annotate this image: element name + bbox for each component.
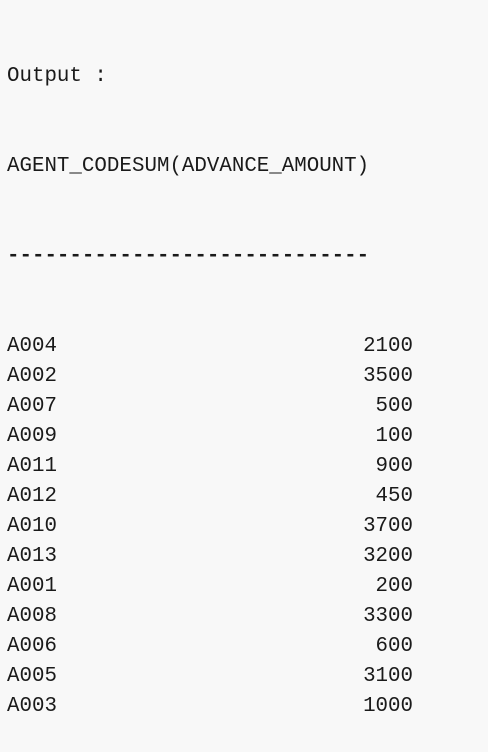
agent-code-cell: A013 (7, 545, 57, 568)
table-row: A005 3100 (7, 662, 488, 692)
sum-advance-amount-cell: 3200 (363, 545, 413, 568)
agent-code-cell: A001 (7, 575, 57, 598)
output-label-line: Output : (7, 62, 488, 92)
agent-code-cell: A010 (7, 515, 57, 538)
table-row: A002 3500 (7, 362, 488, 392)
separator-sum-advance-amount: ------------------- (132, 245, 370, 268)
table-body: A004 2100 A002 3500 A007 500 A009 100 A011 900 A01… (7, 332, 488, 722)
output-label: Output : (7, 65, 107, 88)
agent-code-cell: A008 (7, 605, 57, 628)
sum-advance-amount-cell: 900 (375, 455, 413, 478)
sum-advance-amount-cell: 100 (375, 425, 413, 448)
separator-agent-code: ---------- (7, 245, 132, 268)
sum-advance-amount-cell: 200 (375, 575, 413, 598)
sum-advance-amount-cell: 500 (375, 395, 413, 418)
header-sum-advance-amount: SUM(ADVANCE_AMOUNT) (132, 155, 370, 178)
sum-advance-amount-cell: 450 (375, 485, 413, 508)
agent-code-cell: A009 (7, 425, 57, 448)
table-row: A012 450 (7, 482, 488, 512)
table-row: A006 600 (7, 632, 488, 662)
agent-code-cell: A002 (7, 365, 57, 388)
table-row: A011 900 (7, 452, 488, 482)
agent-code-cell: A003 (7, 695, 57, 718)
table-header: AGENT_CODE SUM(ADVANCE_AMOUNT) (7, 152, 488, 182)
sum-advance-amount-cell: 600 (375, 635, 413, 658)
sum-advance-amount-cell: 1000 (363, 695, 413, 718)
sum-advance-amount-cell: 2100 (363, 335, 413, 358)
table-row: A001 200 (7, 572, 488, 602)
header-agent-code: AGENT_CODE (7, 155, 132, 178)
table-row: A004 2100 (7, 332, 488, 362)
sum-advance-amount-cell: 3500 (363, 365, 413, 388)
sum-advance-amount-cell: 3100 (363, 665, 413, 688)
table-row: A003 1000 (7, 692, 488, 722)
agent-code-cell: A011 (7, 455, 57, 478)
sum-advance-amount-cell: 3700 (363, 515, 413, 538)
table-row: A007 500 (7, 392, 488, 422)
agent-code-cell: A012 (7, 485, 57, 508)
table-row: A010 3700 (7, 512, 488, 542)
agent-code-cell: A004 (7, 335, 57, 358)
query-output: Output : AGENT_CODE SUM(ADVANCE_AMOUNT) … (7, 62, 488, 718)
table-row: A013 3200 (7, 542, 488, 572)
agent-code-cell: A005 (7, 665, 57, 688)
table-row: A009 100 (7, 422, 488, 452)
sum-advance-amount-cell: 3300 (363, 605, 413, 628)
agent-code-cell: A006 (7, 635, 57, 658)
table-row: A008 3300 (7, 602, 488, 632)
table-separator: ---------- ------------------- (7, 242, 488, 272)
agent-code-cell: A007 (7, 395, 57, 418)
